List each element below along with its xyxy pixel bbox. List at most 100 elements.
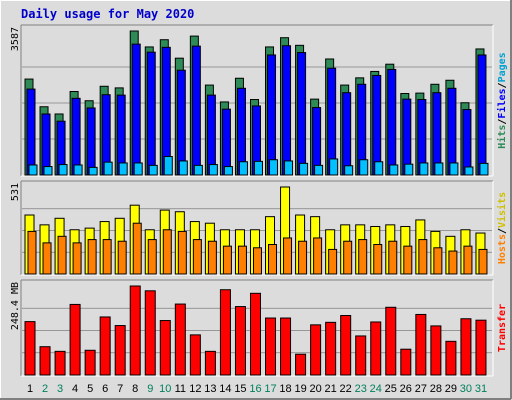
transfer-bar: [340, 315, 352, 376]
day-label: 22: [340, 383, 352, 395]
pages-bar: [238, 161, 248, 176]
sites-bar: [177, 230, 187, 275]
transfer-bar: [385, 306, 397, 376]
series-legend-label: Hosts/Visits: [496, 192, 508, 264]
pages-bar: [148, 164, 158, 176]
day-label: 21: [325, 383, 337, 395]
day-label: 28: [430, 383, 442, 395]
day-label: 4: [72, 383, 78, 395]
sites-bar: [358, 239, 368, 275]
transfer-bar: [234, 306, 246, 376]
day-label: 18: [279, 383, 291, 395]
files-bar: [86, 107, 96, 176]
pages-bar: [344, 165, 354, 176]
sites-bar: [72, 242, 82, 275]
pages-bar: [449, 162, 459, 176]
pages-bar: [193, 164, 203, 176]
transfer-bar: [415, 313, 427, 376]
panels: 3587Hits/Files/Pages531Hosts/Visits248.4…: [10, 24, 508, 377]
day-label: 31: [475, 383, 487, 395]
files-bar: [26, 88, 36, 176]
files-bar: [41, 113, 51, 176]
y-max-label: 531: [10, 183, 21, 201]
day-label: 2: [42, 383, 48, 395]
files-bar: [282, 45, 292, 176]
day-label: 25: [385, 383, 397, 395]
transfer-bar: [310, 324, 322, 376]
pages-bar: [208, 164, 218, 176]
files-bar: [267, 54, 277, 176]
transfer-bar: [249, 292, 261, 376]
day-label: 9: [147, 383, 153, 395]
day-label: 16: [249, 383, 261, 395]
day-label: 26: [400, 383, 412, 395]
legend-part: /: [497, 82, 508, 88]
legend-part: /: [497, 228, 508, 234]
sites-bar: [403, 245, 413, 275]
transfer-bar: [99, 316, 111, 376]
transfer-bar: [295, 353, 307, 376]
files-bar: [477, 54, 487, 176]
day-label: 29: [445, 383, 457, 395]
sites-bar: [433, 247, 443, 275]
sites-bar: [87, 239, 97, 275]
day-label: 23: [355, 383, 367, 395]
chart-title: Daily usage for May 2020: [21, 7, 194, 21]
transfer-bar: [265, 317, 277, 376]
pages-bar: [43, 166, 53, 176]
transfer-bar: [370, 321, 382, 376]
pages-bar: [284, 160, 294, 176]
pages-bar: [299, 162, 309, 176]
transfer-bar: [280, 317, 292, 376]
day-label: 8: [132, 383, 138, 395]
day-label: 17: [264, 383, 276, 395]
pages-bar: [389, 164, 399, 176]
files-bar: [131, 43, 141, 176]
transfer-bar: [129, 285, 141, 376]
legend-part: Hosts: [497, 234, 508, 264]
pages-bar: [359, 159, 369, 176]
y-max-label: 3587: [10, 27, 21, 51]
files-bar: [462, 109, 472, 176]
sites-bar: [328, 248, 338, 275]
day-label: 5: [87, 383, 93, 395]
pages-bar: [374, 161, 384, 176]
sites-bar: [463, 245, 473, 275]
day-label: 27: [415, 383, 427, 395]
day-label: 20: [309, 383, 321, 395]
pages-bar: [329, 158, 339, 176]
sites-bar: [478, 248, 488, 275]
files-bar: [342, 92, 352, 176]
sites-bar: [298, 240, 308, 275]
sites-bar: [268, 244, 278, 275]
files-bar: [402, 98, 412, 176]
panel-visits-sites: 531 Hosts/Visits: [10, 180, 508, 276]
legend-part: Transfer: [497, 304, 508, 352]
transfer-bar: [400, 348, 412, 376]
day-label: 30: [460, 383, 472, 395]
sites-bar: [388, 240, 398, 275]
transfer-bar: [69, 303, 81, 376]
day-label: 12: [189, 383, 201, 395]
pages-bar: [178, 160, 188, 176]
sites-bar: [373, 244, 383, 275]
day-label: 6: [102, 383, 108, 395]
transfer-bar: [219, 289, 231, 376]
day-label: 1: [27, 383, 33, 395]
pages-bar: [58, 164, 68, 176]
pages-bar: [314, 164, 324, 176]
pages-bar: [253, 160, 263, 176]
transfer-bar: [189, 334, 201, 376]
sites-bar: [132, 222, 142, 275]
transfer-bar: [144, 290, 156, 376]
pages-bar: [464, 166, 474, 176]
pages-bar: [163, 156, 173, 176]
sites-bar: [448, 250, 458, 275]
legend-part: Visits: [496, 192, 508, 228]
files-bar: [161, 46, 171, 176]
files-bar: [191, 45, 201, 176]
transfer-bar: [114, 325, 126, 376]
